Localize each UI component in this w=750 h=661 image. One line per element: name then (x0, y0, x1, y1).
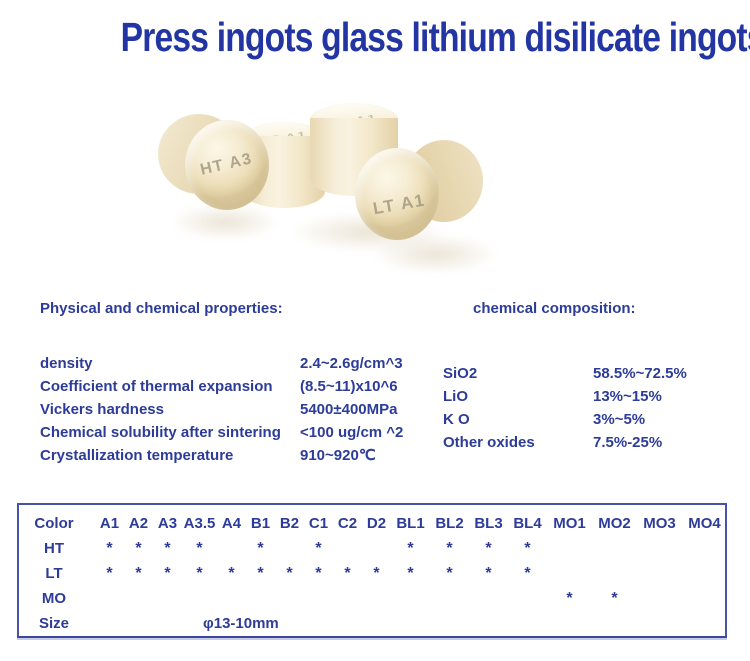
color-header-row-cell-BL2: BL2 (435, 515, 464, 532)
color-header-row: Color A1 A2 A3 A3.5 A4 B1 B2 C1 C2 D2 BL1 BL2 BL3 BL4 M… (19, 511, 725, 536)
property-row: Chemical solubility after sintering <100… (40, 421, 435, 444)
color-header-row-cell-A1: A1 (99, 515, 120, 532)
property-row: density 2.4~2.6g/cm^3 (40, 352, 435, 375)
size-row-label: Size (38, 615, 69, 632)
color-header-row-cell-A3: A3 (157, 515, 178, 532)
property-value: <100 ug/cm ^2 (300, 424, 404, 441)
composition-value: 13%~15% (593, 388, 662, 405)
color-header-row-cell-MO3: MO3 (643, 515, 676, 532)
table-row-size: Size φ13-10mm (19, 611, 725, 636)
physical-properties-section: Physical and chemical properties: densit… (40, 300, 435, 467)
color-table-grid: Color A1 A2 A3 A3.5 A4 B1 B2 C1 C2 D2 BL1 BL2 BL3 BL4 M… (19, 511, 725, 611)
ingot-front-left-face: HT A3 (185, 120, 269, 210)
table-row-lt-cell-C1: * (315, 564, 322, 582)
color-header-row-cell-C1: C1 (308, 515, 329, 532)
size-row-value: φ13-10mm (203, 615, 279, 632)
table-row-lt-cell-BL1: * (407, 564, 414, 582)
table-row-lt-cell-C2: * (344, 564, 351, 582)
color-header-row-cell-A4: A4 (221, 515, 242, 532)
table-row-lt-cell-A3: * (164, 564, 171, 582)
ingot-label-front-right: LT A1 (371, 190, 427, 219)
property-row: Coefficient of thermal expansion (8.5~11… (40, 375, 435, 398)
table-row-ht-cell-A3: * (164, 539, 171, 557)
table-row-ht-cell-A1: * (106, 539, 113, 557)
table-row-mo-cell-MO2: * (611, 589, 618, 607)
color-header-row-cell-A2: A2 (128, 515, 149, 532)
property-value: 2.4~2.6g/cm^3 (300, 355, 403, 372)
property-value: (8.5~11)x10^6 (300, 378, 398, 395)
composition-value: 58.5%~72.5% (593, 365, 687, 382)
table-row-mo-cell-MO1: * (566, 589, 573, 607)
color-header-row-cell-MO1: MO1 (553, 515, 586, 532)
color-header-row-cell-BL4: BL4 (513, 515, 542, 532)
physical-properties-heading: Physical and chemical properties: (40, 300, 283, 317)
table-row-ht-cell-BL3: * (485, 539, 492, 557)
table-row-lt-cell-A2: * (135, 564, 142, 582)
composition-row: LiO 13%~15% (443, 385, 733, 408)
table-row-ht-label: HT (44, 540, 64, 557)
color-header-row-cell-BL1: BL1 (396, 515, 425, 532)
table-row-lt-cell-B1: * (257, 564, 264, 582)
color-header-row-cell-MO2: MO2 (598, 515, 631, 532)
table-row-ht-cell-BL2: * (446, 539, 453, 557)
table-row-lt-cell-D2: * (373, 564, 380, 582)
page-title: Press ingots glass lithium disilicate in… (50, 14, 750, 64)
property-label: density (40, 355, 93, 372)
table-row-ht: HT * * * * * * * * * * (19, 536, 725, 561)
property-row: Vickers hardness 5400±400MPa (40, 398, 435, 421)
property-label: Crystallization temperature (40, 447, 234, 464)
table-row-mo-label: MO (41, 590, 67, 607)
property-value: 5400±400MPa (300, 401, 398, 418)
reflection (348, 226, 523, 282)
composition-label: Other oxides (443, 434, 535, 451)
composition-row: K O 3%~5% (443, 408, 733, 431)
table-row-ht-cell-C1: * (315, 539, 322, 557)
table-row-ht-cell-BL1: * (407, 539, 414, 557)
composition-label: LiO (443, 388, 468, 405)
color-availability-table: Color A1 A2 A3 A3.5 A4 B1 B2 C1 C2 D2 BL1 BL2 BL3 BL4 M… (17, 503, 727, 638)
property-label: Vickers hardness (40, 401, 164, 418)
table-row-lt-cell-A4: * (228, 564, 235, 582)
property-label: Chemical solubility after sintering (40, 424, 281, 441)
composition-value: 3%~5% (593, 411, 646, 428)
property-label: Coefficient of thermal expansion (40, 378, 273, 395)
color-header-row-cell-A3.5: A3.5 (183, 515, 216, 532)
color-header-row-cell-B1: B1 (250, 515, 271, 532)
chemical-composition-heading: chemical composition: (473, 300, 636, 317)
color-header-row-cell-D2: D2 (366, 515, 387, 532)
table-row-lt-cell-BL4: * (524, 564, 531, 582)
product-image: LT A1 LT A1 HT A3 LT A1 (110, 78, 620, 300)
table-row-lt-cell-A3.5: * (196, 564, 203, 582)
property-value: 910~920℃ (300, 447, 376, 464)
table-row-ht-cell-BL4: * (524, 539, 531, 557)
composition-label: SiO2 (443, 365, 478, 382)
composition-label: K O (443, 411, 470, 428)
chemical-composition-rows: SiO2 58.5%~72.5% LiO 13%~15% K O 3%~5% O… (443, 362, 733, 454)
color-header-row-cell-C2: C2 (337, 515, 358, 532)
ingot-front-right-face: LT A1 (355, 148, 439, 240)
table-row-lt-cell-A1: * (106, 564, 113, 582)
page-title-text: Press ingots glass lithium disilicate in… (120, 14, 750, 60)
table-row-ht-cell-A3.5: * (196, 539, 203, 557)
physical-properties-rows: density 2.4~2.6g/cm^3 Coefficient of the… (40, 352, 435, 467)
table-row-ht-cell-A2: * (135, 539, 142, 557)
table-row-lt: LT * * * * * * * * * * * * * * (19, 561, 725, 586)
color-header-row-cell-MO4: MO4 (688, 515, 721, 532)
table-row-lt-cell-B2: * (286, 564, 293, 582)
composition-row: SiO2 58.5%~72.5% (443, 362, 733, 385)
table-row-lt-cell-BL2: * (446, 564, 453, 582)
table-row-ht-cell-B1: * (257, 539, 264, 557)
color-header-row-cell-BL3: BL3 (474, 515, 503, 532)
table-row-mo: MO * * (19, 586, 725, 611)
property-row: Crystallization temperature 910~920℃ (40, 444, 435, 467)
chemical-composition-section: chemical composition: SiO2 58.5%~72.5% L… (443, 300, 733, 454)
table-row-lt-label: LT (45, 565, 63, 582)
table-row-lt-cell-BL3: * (485, 564, 492, 582)
ingot-label-front-left: HT A3 (199, 150, 255, 179)
color-header-row-cell-B2: B2 (279, 515, 300, 532)
color-header-row-label: Color (34, 515, 74, 532)
composition-row: Other oxides 7.5%-25% (443, 431, 733, 454)
composition-value: 7.5%-25% (593, 434, 663, 451)
